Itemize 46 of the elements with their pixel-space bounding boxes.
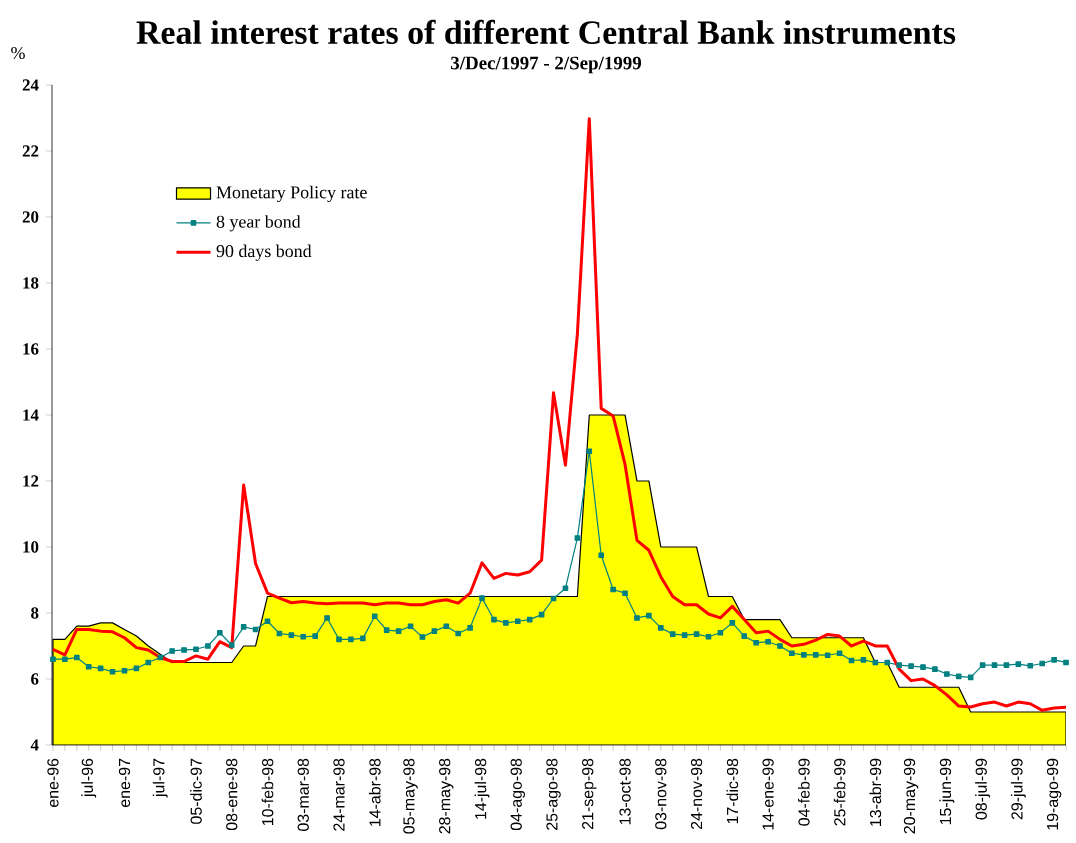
x-tick-label: 08-ene-98 (226, 758, 238, 831)
x-tick-label: 28-may-98 (439, 758, 454, 834)
y-axis-title: % (11, 46, 25, 60)
x-tick-label: 25-ago-98 (546, 758, 561, 830)
y-tick-label: 8 (31, 607, 39, 619)
legend-label: 90 days bond (216, 244, 312, 261)
x-tick-label: 19-ago-99 (1046, 758, 1062, 830)
x-tick-label: 10-feb-98 (261, 758, 274, 826)
y-tick-label: 18 (23, 277, 39, 289)
x-tick-label: 24-mar-98 (333, 758, 345, 831)
y-tick-label: 16 (23, 343, 39, 355)
y-tick-label: 6 (31, 673, 39, 685)
chart-subtitle: 3/Dec/1997 - 2/Sep/1999 (451, 56, 642, 74)
x-tick-label: jul-96 (81, 758, 97, 798)
x-tick-label: ene-96 (47, 758, 59, 807)
y-tick-label: 10 (23, 541, 39, 553)
x-tick-label: 24-nov-98 (690, 758, 703, 829)
x-tick-label: 14-abr-98 (368, 758, 381, 826)
x-tick-label: 03-mar-98 (297, 758, 309, 831)
x-tick-label: 13-abr-99 (869, 758, 882, 826)
x-tick-label: 04-feb-99 (797, 758, 810, 826)
x-tick-label: ene-97 (118, 758, 131, 807)
legend-label: 8 year bond (216, 215, 301, 232)
x-tick-label: 15-jun-99 (939, 758, 955, 825)
x-tick-label: 25-feb-99 (833, 758, 846, 826)
x-tick-label: jul-97 (152, 758, 168, 798)
y-tick-label: 22 (22, 145, 39, 157)
x-tick-label: 14-jul-98 (474, 758, 490, 819)
x-tick-label: 14-ene-99 (762, 758, 774, 830)
x-tick-label: 29-jul-99 (1010, 758, 1026, 820)
chart-title: Real interest rates of different Central Bank instruments (136, 19, 956, 45)
y-tick-label: 20 (22, 211, 39, 223)
x-tick-label: 05-may-98 (403, 758, 418, 834)
y-tick-label: 4 (30, 739, 39, 751)
x-tick-label: 04-ago-98 (510, 758, 525, 831)
x-tick-label: 05-dic-97 (190, 758, 202, 824)
y-tick-label: 24 (22, 79, 39, 91)
x-tick-label: 13-oct-98 (619, 758, 631, 825)
x-tick-label: 17-dic-98 (726, 758, 739, 824)
x-tick-label: 08-jul-99 (975, 758, 991, 820)
y-tick-label: 12 (23, 475, 39, 487)
x-tick-label: 20-may-99 (903, 758, 919, 834)
y-tick-label: 14 (23, 409, 39, 421)
x-tick-label: 21-sep-98 (582, 758, 597, 829)
x-tick-label: 03-nov-98 (655, 758, 667, 830)
legend-label: Monetary Policy rate (216, 185, 367, 203)
